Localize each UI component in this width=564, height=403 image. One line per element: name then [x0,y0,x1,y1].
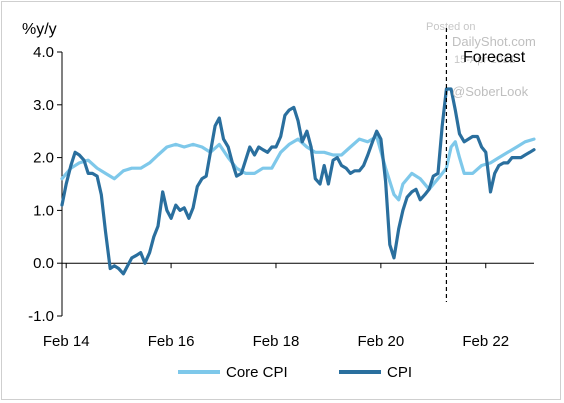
x-axis-ticks: Feb 14 Feb 16 Feb 18 Feb 20 Feb 22 [43,263,509,350]
legend-label-core-cpi: Core CPI [226,364,288,381]
x-tick-label: Feb 20 [358,333,405,350]
forecast-label: Forecast [463,49,526,66]
x-tick-label: Feb 22 [462,333,509,350]
y-tick-label: 2.0 [33,150,54,167]
watermark-date: 15-Apr-2021 [454,54,515,66]
watermark: Posted on DailyShot.com 15-Apr-2021 [426,21,536,66]
series-line-core-cpi [60,134,536,202]
legend: Core CPI CPI [178,364,412,381]
x-tick-label: Feb 16 [148,333,195,350]
x-tick-label: Feb 18 [253,333,300,350]
y-tick-label: 3.0 [33,97,54,114]
axes [61,52,534,316]
y-axis-ticks: 4.0 3.0 2.0 1.0 0.0 -1.0 [28,44,62,325]
legend-label-cpi: CPI [387,364,412,381]
series-lines [60,87,536,276]
x-tick-label: Feb 14 [43,333,90,350]
y-tick-label: 0.0 [33,255,54,272]
y-tick-label: -1.0 [28,308,54,325]
series-line-cpi [60,87,536,276]
watermark-site: DailyShot.com [452,34,536,49]
y-tick-label: 4.0 [33,44,54,61]
watermark-handle: @SoberLook [452,84,529,99]
y-axis-label: %y/y [22,21,57,38]
y-tick-label: 1.0 [33,202,54,219]
watermark-posted-on: Posted on [426,21,476,33]
